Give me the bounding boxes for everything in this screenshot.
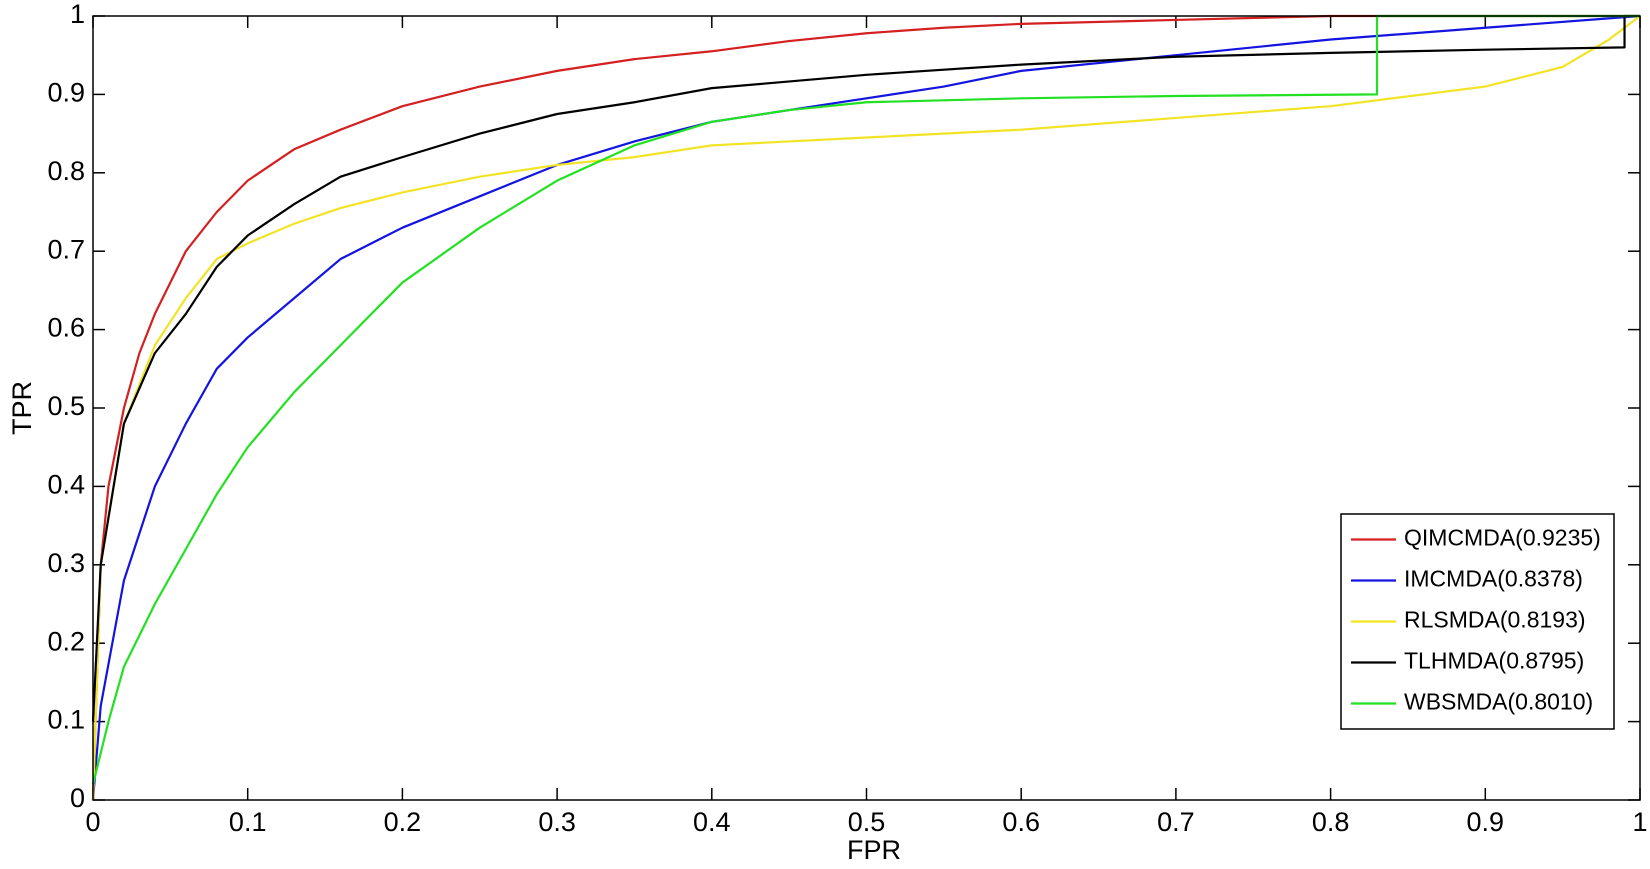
x-axis-label: FPR xyxy=(847,835,901,865)
roc-line xyxy=(91,15,1641,801)
legend-label: QIMCMDA(0.9235) xyxy=(1404,525,1601,551)
x-tick-label: 1 xyxy=(1632,807,1647,837)
x-tick-label: 0 xyxy=(85,807,100,837)
x-tick-label: 0.2 xyxy=(384,807,422,837)
legend-label: IMCMDA(0.8378) xyxy=(1404,566,1583,592)
y-tick-label: 0.3 xyxy=(47,548,85,578)
y-tick-label: 1 xyxy=(70,0,85,29)
roc-line xyxy=(91,14,1640,785)
y-tick-label: 0.4 xyxy=(47,470,85,500)
x-tick-label: 0.4 xyxy=(693,807,731,837)
roc-line xyxy=(91,14,1640,722)
x-tick-label: 0.5 xyxy=(848,807,886,837)
y-tick-label: 0.1 xyxy=(47,705,85,735)
x-tick-label: 0.6 xyxy=(1002,807,1040,837)
roc-line xyxy=(91,14,1640,801)
y-tick-label: 0.7 xyxy=(47,234,85,264)
y-tick-label: 0.8 xyxy=(47,156,85,186)
y-axis-label: TPR xyxy=(7,381,37,435)
y-tick-label: 0 xyxy=(70,783,85,813)
x-tick-label: 0.3 xyxy=(538,807,576,837)
x-tick-label: 0.1 xyxy=(229,807,267,837)
legend-label: TLHMDA(0.8795) xyxy=(1404,648,1584,674)
legend-label: RLSMDA(0.8193) xyxy=(1404,607,1586,633)
legend: QIMCMDA(0.9235) IMCMDA(0.8378) RLSMDA(0.81… xyxy=(1340,513,1615,730)
x-tick-label: 0.8 xyxy=(1312,807,1350,837)
y-tick-label: 0.2 xyxy=(47,626,85,656)
x-tick-label: 0.7 xyxy=(1157,807,1195,837)
roc-line xyxy=(91,14,1641,801)
legend-label: WBSMDA(0.8010) xyxy=(1404,689,1593,715)
y-tick-label: 0.9 xyxy=(47,78,85,108)
y-tick-label: 0.5 xyxy=(47,391,85,421)
x-tick-label: 0.9 xyxy=(1467,807,1505,837)
y-tick-label: 0.6 xyxy=(47,313,85,343)
plot-frame xyxy=(92,15,1641,801)
